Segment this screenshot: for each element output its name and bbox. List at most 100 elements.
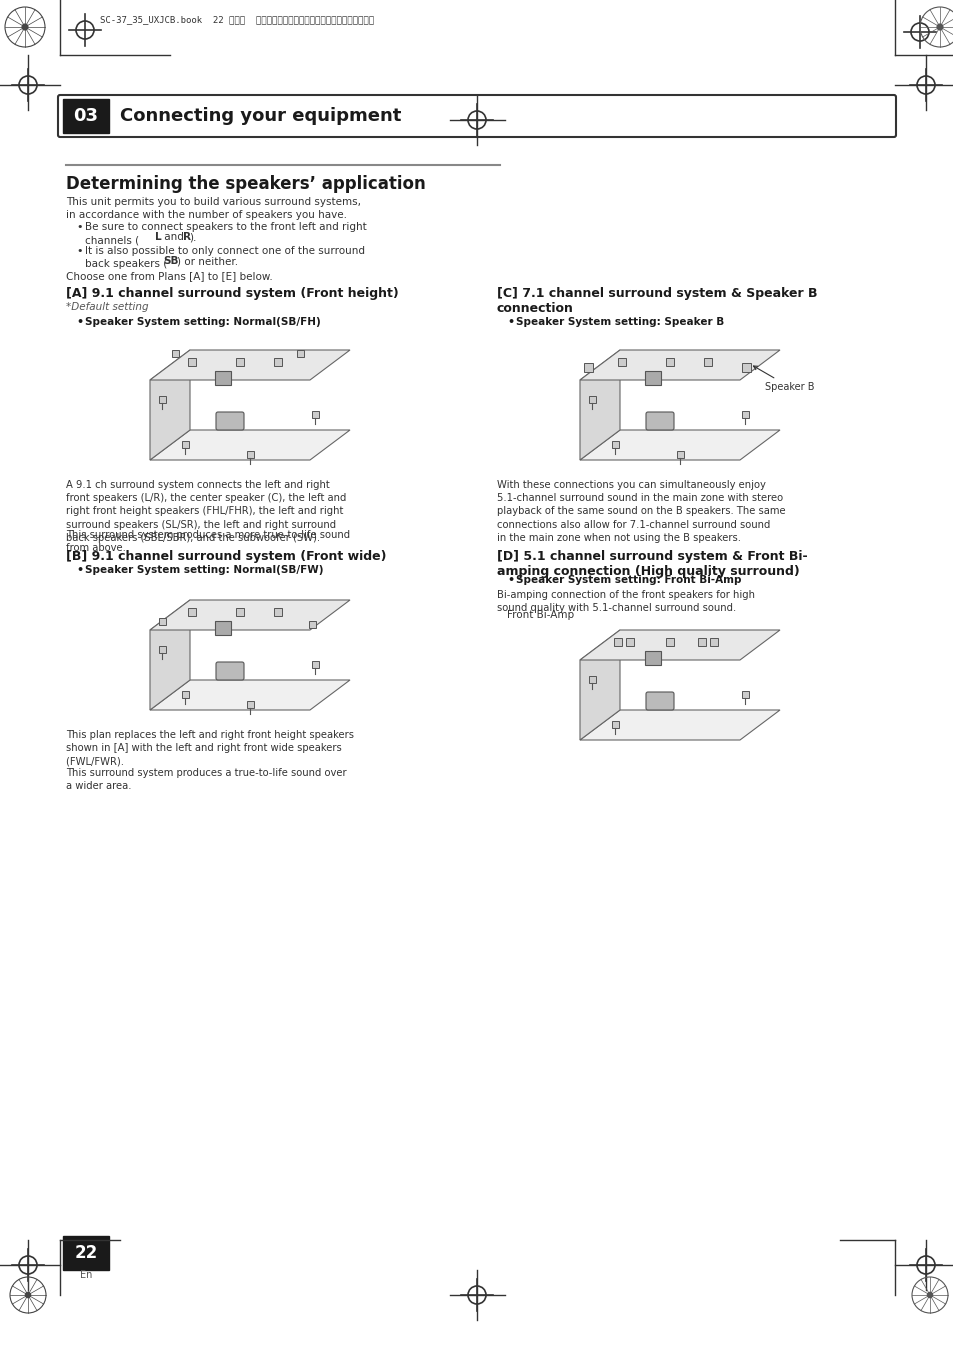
Text: R: R	[183, 232, 191, 242]
Text: A 9.1 ch surround system connects the left and right
front speakers (⁠L⁠/⁠R⁠), t: A 9.1 ch surround system connects the le…	[66, 481, 346, 543]
Text: Bi-amping connection of the front speakers for high
sound quality with 5.1-chann: Bi-amping connection of the front speake…	[497, 590, 754, 613]
FancyBboxPatch shape	[741, 410, 748, 418]
FancyBboxPatch shape	[583, 363, 593, 373]
Text: •: •	[76, 317, 83, 327]
FancyBboxPatch shape	[215, 412, 244, 431]
FancyBboxPatch shape	[182, 691, 189, 698]
Circle shape	[936, 24, 942, 30]
FancyBboxPatch shape	[665, 358, 673, 366]
Polygon shape	[150, 599, 190, 710]
FancyBboxPatch shape	[312, 410, 318, 418]
Text: Speaker System setting: Normal(SB/FH): Speaker System setting: Normal(SB/FH)	[85, 317, 320, 327]
Polygon shape	[150, 680, 350, 710]
Polygon shape	[150, 431, 350, 460]
Text: •: •	[76, 246, 82, 256]
Text: This unit permits you to build various surround systems,
in accordance with the : This unit permits you to build various s…	[66, 197, 360, 220]
Polygon shape	[579, 630, 780, 660]
Text: En: En	[80, 1270, 92, 1280]
FancyBboxPatch shape	[247, 451, 253, 458]
FancyBboxPatch shape	[698, 639, 705, 647]
FancyBboxPatch shape	[188, 608, 195, 616]
Polygon shape	[150, 350, 350, 379]
Text: *Default setting: *Default setting	[66, 302, 149, 312]
FancyBboxPatch shape	[188, 358, 195, 366]
Circle shape	[26, 1292, 30, 1297]
FancyBboxPatch shape	[159, 618, 166, 625]
Text: [B] 9.1 channel surround system (Front wide): [B] 9.1 channel surround system (Front w…	[66, 549, 386, 563]
Text: This surround system produces a true-to-life sound over
a wider area.: This surround system produces a true-to-…	[66, 768, 346, 791]
FancyBboxPatch shape	[63, 1237, 109, 1270]
FancyBboxPatch shape	[214, 621, 231, 634]
FancyBboxPatch shape	[235, 608, 244, 616]
Text: and: and	[161, 232, 187, 242]
FancyBboxPatch shape	[247, 701, 253, 707]
Text: •: •	[76, 566, 83, 575]
Circle shape	[926, 1292, 932, 1297]
Text: [A] 9.1 channel surround system (Front height): [A] 9.1 channel surround system (Front h…	[66, 288, 398, 300]
Polygon shape	[579, 350, 619, 460]
FancyBboxPatch shape	[235, 358, 244, 366]
Text: ).: ).	[189, 232, 196, 242]
Polygon shape	[150, 350, 190, 460]
Text: ) or neither.: ) or neither.	[177, 256, 238, 266]
FancyBboxPatch shape	[677, 451, 683, 458]
Text: Determining the speakers’ application: Determining the speakers’ application	[66, 176, 425, 193]
Text: L: L	[154, 232, 161, 242]
FancyBboxPatch shape	[741, 691, 748, 698]
Polygon shape	[150, 599, 350, 630]
FancyBboxPatch shape	[741, 363, 750, 373]
FancyBboxPatch shape	[709, 639, 718, 647]
Text: Speaker System setting: Normal(SB/FW): Speaker System setting: Normal(SB/FW)	[85, 566, 323, 575]
FancyBboxPatch shape	[312, 662, 318, 668]
FancyBboxPatch shape	[274, 358, 282, 366]
Text: [C] 7.1 channel surround system & Speaker B
connection: [C] 7.1 channel surround system & Speake…	[497, 288, 817, 315]
Text: This plan replaces the left and right front height speakers
shown in [A] with th: This plan replaces the left and right fr…	[66, 730, 354, 767]
FancyBboxPatch shape	[214, 371, 231, 385]
FancyBboxPatch shape	[644, 651, 660, 666]
FancyBboxPatch shape	[645, 412, 673, 431]
FancyBboxPatch shape	[703, 358, 711, 366]
FancyBboxPatch shape	[182, 441, 189, 448]
Polygon shape	[579, 710, 780, 740]
FancyBboxPatch shape	[159, 396, 166, 404]
FancyBboxPatch shape	[612, 441, 618, 448]
FancyBboxPatch shape	[215, 662, 244, 680]
FancyBboxPatch shape	[159, 647, 166, 653]
FancyBboxPatch shape	[665, 639, 673, 647]
Polygon shape	[579, 431, 780, 460]
Text: 22: 22	[74, 1243, 97, 1262]
Polygon shape	[579, 350, 780, 379]
Text: Speaker System setting: Front Bi-Amp: Speaker System setting: Front Bi-Amp	[516, 575, 740, 585]
FancyBboxPatch shape	[625, 639, 634, 647]
Text: Connecting your equipment: Connecting your equipment	[120, 107, 401, 126]
FancyBboxPatch shape	[588, 396, 596, 404]
FancyBboxPatch shape	[614, 639, 621, 647]
FancyBboxPatch shape	[588, 676, 596, 683]
FancyBboxPatch shape	[63, 99, 109, 134]
Text: Speaker B: Speaker B	[753, 366, 814, 392]
FancyBboxPatch shape	[309, 621, 315, 628]
Text: Speaker System setting: Speaker B: Speaker System setting: Speaker B	[516, 317, 723, 327]
Text: Choose one from Plans [A] to [E] below.: Choose one from Plans [A] to [E] below.	[66, 271, 273, 281]
Text: SB: SB	[163, 256, 178, 266]
FancyBboxPatch shape	[612, 721, 618, 728]
Text: •: •	[76, 221, 82, 232]
Text: [D] 5.1 channel surround system & Front Bi-
amping connection (High quality surr: [D] 5.1 channel surround system & Front …	[497, 549, 807, 578]
FancyBboxPatch shape	[296, 350, 304, 356]
Text: This surround system produces a more true-to-life sound
from above.: This surround system produces a more tru…	[66, 531, 350, 554]
Text: Front Bi-Amp: Front Bi-Amp	[506, 610, 574, 620]
FancyBboxPatch shape	[172, 350, 179, 356]
Text: •: •	[506, 575, 514, 585]
Text: Be sure to connect speakers to the front left and right
channels (: Be sure to connect speakers to the front…	[85, 221, 366, 246]
FancyBboxPatch shape	[58, 95, 895, 136]
Text: 03: 03	[73, 107, 98, 126]
FancyBboxPatch shape	[645, 693, 673, 710]
FancyBboxPatch shape	[274, 608, 282, 616]
Text: With these connections you can simultaneously enjoy
5.1-channel surround sound i: With these connections you can simultane…	[497, 481, 785, 543]
Text: It is also possible to only connect one of the surround
back speakers (: It is also possible to only connect one …	[85, 246, 365, 269]
FancyBboxPatch shape	[644, 371, 660, 385]
Polygon shape	[579, 630, 619, 740]
Circle shape	[22, 24, 28, 30]
Text: SC-37_35_UXJCB.book  22 ページ  　２０１０年３月９日　火曜日　午前９時３２分: SC-37_35_UXJCB.book 22 ページ ２０１０年３月９日 火曜日…	[100, 15, 374, 24]
FancyBboxPatch shape	[618, 358, 625, 366]
